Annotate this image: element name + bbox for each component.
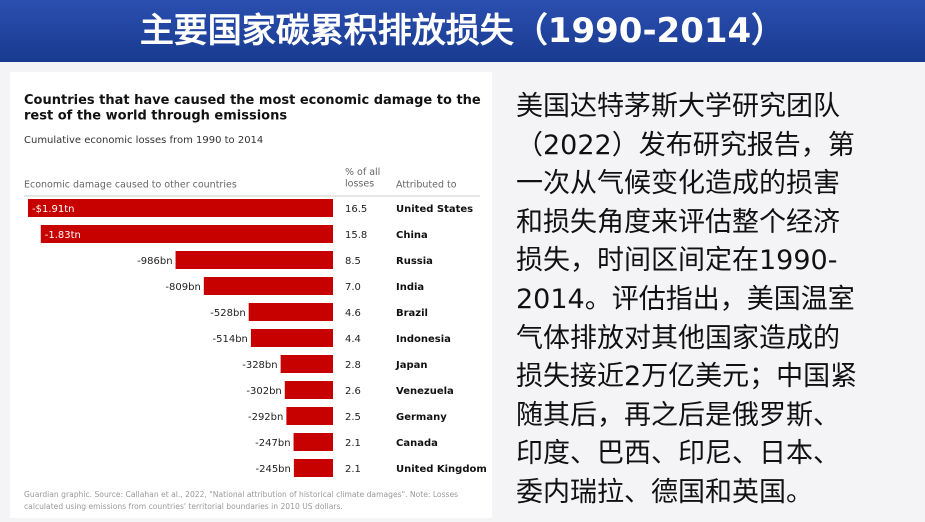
category-header: Attributed to [396,180,457,191]
category-label: Japan [395,360,428,371]
value-label: -245bn [255,464,290,475]
category-label: Germany [396,412,447,423]
bar [284,381,333,399]
bar [40,225,333,243]
share-label: 2.6 [345,386,361,397]
share-label: 15.8 [345,230,367,241]
bar [175,251,333,269]
category-label: Russia [396,256,433,267]
bar [28,199,333,217]
text-line: （2022）发布研究报告，第 [516,129,855,161]
share-label: 2.8 [345,360,361,371]
text-line: 美国达特茅斯大学研究团队 [516,91,840,122]
footnote: calculated using emissions from countrie… [24,502,343,511]
category-label: China [396,230,428,241]
bar [203,277,333,295]
chart-panel: Countries that have caused the most econ… [10,72,492,518]
paragraph: 美国达特茅斯大学研究团队 （2022）发布研究报告，第 一次从气候变化造成的损害 和损… [516,88,857,513]
text-line: 印度、巴西、印尼、日本、 [516,438,840,470]
share-label: 2.1 [345,464,361,475]
share-label: 4.6 [345,308,361,319]
bar [293,459,333,477]
text-line: 一次从气候变化造成的损害 [516,168,840,200]
text-line: 随其后，再之后是俄罗斯、 [516,399,840,431]
share-label: 2.5 [345,412,361,423]
text-line: 气体排放对其他国家造成的 [516,322,840,354]
value-label: -528bn [210,308,245,319]
category-label: Indonesia [396,334,451,345]
value-label: -247bn [255,438,290,449]
value-label: -1.83tn [45,230,81,241]
value-label: -292bn [248,412,283,423]
text-line: 和损失角度来评估整个经济 [516,206,840,238]
share-label: 16.5 [345,204,367,215]
bar [286,407,333,425]
value-label: -$1.91tn [32,204,75,215]
text-line: 委内瑞拉、德国和英国。 [516,476,813,508]
slide-title: 主要国家碳累积排放损失（1990-2014） [0,0,925,62]
value-label: -514bn [213,334,248,345]
value-label: -809bn [165,282,200,293]
bar [250,329,333,347]
category-label: Brazil [396,308,428,319]
category-label: United Kingdom [396,464,487,475]
footnote: Guardian graphic. Source: Callahan et al… [24,490,458,499]
value-label: -302bn [246,386,281,397]
chart-subtitle: Cumulative economic losses from 1990 to … [24,135,263,146]
text-line: 损失接近2万亿美元；中国紧 [516,361,858,393]
share-label: 2.1 [345,438,361,449]
bar [280,355,333,373]
text-line: 损失，时间区间定在1990- [516,245,838,277]
share-label: 7.0 [345,282,361,293]
share-label: 4.4 [345,334,361,345]
chart-title: Countries that have caused the most econ… [24,93,481,124]
category-label: Venezuela [396,386,454,397]
bar [248,303,333,321]
category-label: India [396,282,424,293]
category-label: Canada [396,438,438,449]
share-label: 8.5 [345,256,361,267]
category-label: United States [396,204,473,215]
value-label: -328bn [242,360,277,371]
value-label: -986bn [137,256,172,267]
bar [293,433,333,451]
value-header: Economic damage caused to other countrie… [24,180,237,191]
text-line: 2014。评估指出，美国温室 [516,283,855,315]
share-header: % of all losses [345,167,380,189]
chart: Countries that have caused the most econ… [24,93,487,511]
